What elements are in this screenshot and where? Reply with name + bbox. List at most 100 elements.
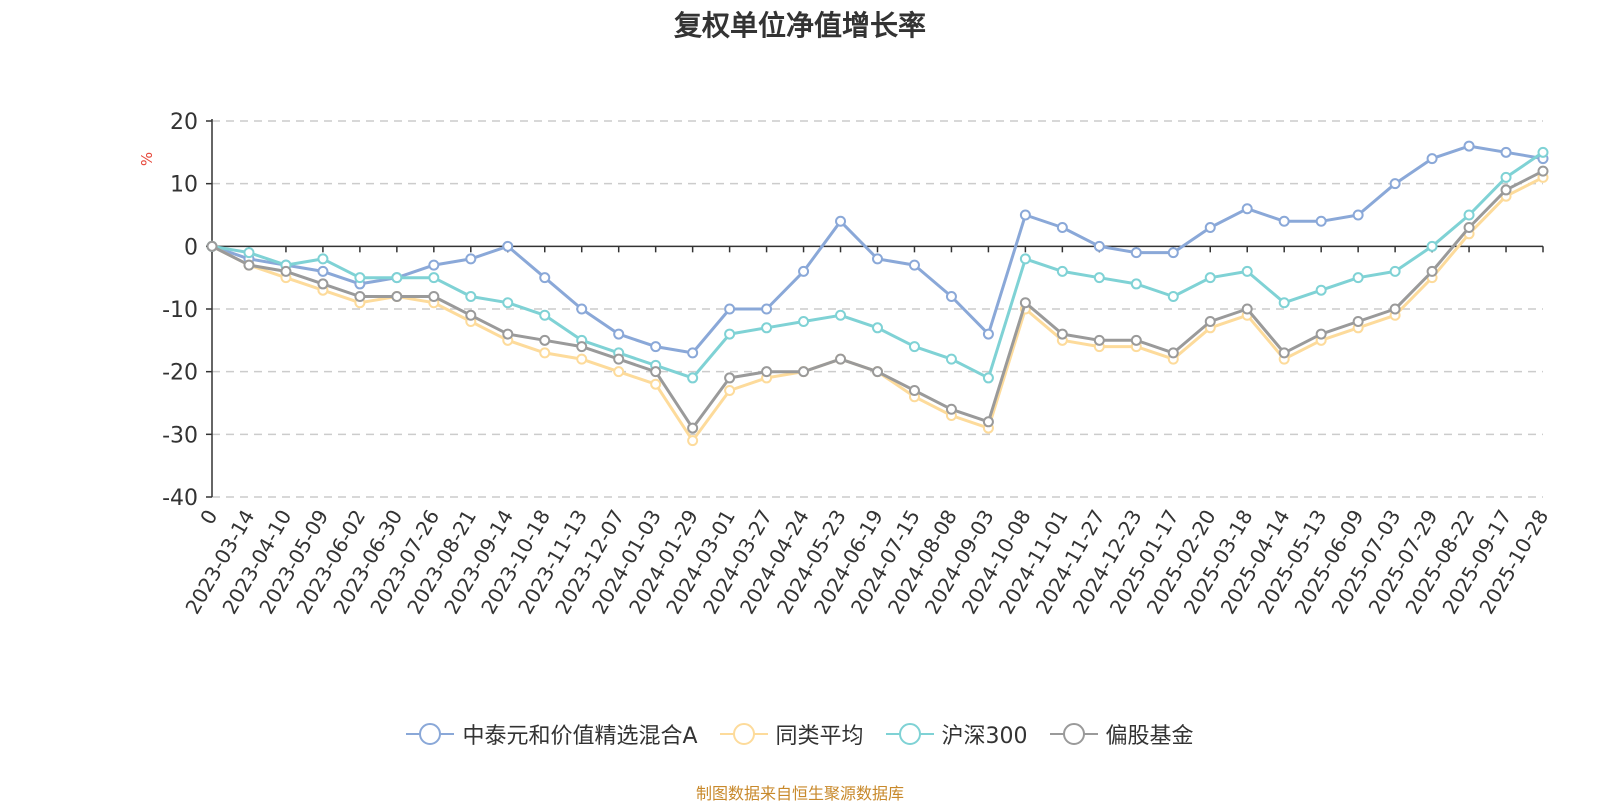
series-3-point-18 <box>872 366 883 378</box>
series-2-point-5 <box>391 272 403 284</box>
legend-item-1[interactable]: 同类平均 <box>719 718 864 750</box>
series-3-point-29 <box>1278 347 1290 359</box>
series-0-point-6 <box>428 259 440 271</box>
series-2-point-26 <box>1167 290 1179 302</box>
series-3-point-34 <box>1463 222 1475 234</box>
series-0-point-32 <box>1389 178 1401 190</box>
series-3-point-14 <box>724 372 736 384</box>
series-0-point-24 <box>1093 240 1105 252</box>
series-0-point-31 <box>1352 209 1364 221</box>
source-note: 制图数据来自恒生聚源数据库 <box>695 784 904 803</box>
series-3 <box>206 165 1549 434</box>
y-tick-label-0: -40 <box>162 486 198 511</box>
series-2-point-17 <box>835 309 847 321</box>
series-0-point-30 <box>1315 215 1327 227</box>
series-2-point-36 <box>1537 146 1549 158</box>
series-0-point-23 <box>1056 222 1068 234</box>
series-2-point-32 <box>1389 265 1401 277</box>
y-tick-label-1: -30 <box>162 423 198 448</box>
legend-item-2[interactable]: 沪深300 <box>885 718 1028 750</box>
series-3-point-12 <box>650 366 662 378</box>
series-2-point-20 <box>945 353 957 365</box>
legend-label: 中泰元和价值精选混合A <box>462 724 698 749</box>
series-2-point-27 <box>1204 272 1216 284</box>
series-1-point-12 <box>650 378 662 390</box>
series-0-point-26 <box>1167 247 1179 259</box>
legend-label: 同类平均 <box>775 724 864 749</box>
x-tick-label-0: 0 <box>195 506 222 529</box>
series-3-point-0 <box>206 240 218 252</box>
series-3-point-32 <box>1389 303 1401 315</box>
series-3-point-22 <box>1019 297 1031 309</box>
series-2-point-15 <box>761 322 773 334</box>
series-2-point-9 <box>539 309 551 321</box>
series-2-point-3 <box>317 253 329 265</box>
series-0-point-25 <box>1130 247 1142 259</box>
series-2-point-30 <box>1315 284 1327 296</box>
series-0-point-29 <box>1278 215 1290 227</box>
series-3-point-2 <box>280 265 292 277</box>
series-0-point-35 <box>1500 146 1512 158</box>
series-3-point-4 <box>354 290 366 302</box>
series-3-point-3 <box>317 278 329 290</box>
series-2-point-14 <box>724 328 736 340</box>
series-3-point-10 <box>576 341 588 353</box>
series-0-point-17 <box>835 215 847 227</box>
series-0-point-10 <box>576 303 588 315</box>
series-2-point-28 <box>1241 265 1253 277</box>
series-2-point-35 <box>1500 171 1512 183</box>
legend-symbol-icon <box>885 722 934 746</box>
series-0-point-3 <box>317 265 329 277</box>
legend-item-3[interactable]: 偏股基金 <box>1049 718 1194 750</box>
series-2-point-24 <box>1093 272 1105 284</box>
series-0-point-13 <box>687 347 699 359</box>
series-3-point-16 <box>798 366 810 378</box>
y-tick-label-5: 10 <box>170 173 198 198</box>
series-1-point-13 <box>687 435 699 447</box>
legend: 中泰元和价值精选混合A 同类平均 沪深300 偏股基金 <box>0 718 1600 750</box>
plot-area: -40-30-20-100102002023-03-142023-04-1020… <box>162 110 1553 618</box>
legend-symbol-icon <box>406 722 455 746</box>
series-3-point-15 <box>761 366 773 378</box>
series-2 <box>206 146 1549 384</box>
series-1-point-9 <box>539 347 551 359</box>
series-2-point-7 <box>465 290 477 302</box>
series-0-point-20 <box>945 290 957 302</box>
series-2-point-29 <box>1278 297 1290 309</box>
series-0-point-14 <box>724 303 736 315</box>
series-2-point-23 <box>1056 265 1068 277</box>
series-0-point-28 <box>1241 203 1253 215</box>
y-tick-label-3: -10 <box>162 298 198 323</box>
series-0-point-33 <box>1426 153 1438 165</box>
series-0-point-11 <box>613 328 625 340</box>
legend-item-0[interactable]: 中泰元和价值精选混合A <box>406 718 698 750</box>
grid-layer <box>212 120 1543 498</box>
series-3-point-11 <box>613 353 625 365</box>
series-0-point-34 <box>1463 140 1475 152</box>
series-3-point-17 <box>835 353 847 365</box>
y-tick-label-6: 20 <box>170 110 198 135</box>
series-3-point-28 <box>1241 303 1253 315</box>
series-3-point-7 <box>465 309 477 321</box>
series-3-point-30 <box>1315 328 1327 340</box>
series-3-point-19 <box>908 384 920 396</box>
series-2-point-19 <box>908 341 920 353</box>
series-line-2 <box>211 151 1544 380</box>
series-3-point-27 <box>1204 316 1216 328</box>
series-3-point-21 <box>982 416 994 428</box>
legend-symbol-icon <box>1049 722 1098 746</box>
series-0-point-21 <box>982 328 994 340</box>
series-2-point-18 <box>872 322 883 334</box>
series-3-point-24 <box>1093 334 1105 346</box>
series-3-point-13 <box>687 422 699 434</box>
series-3-point-36 <box>1537 165 1549 177</box>
series-3-point-35 <box>1500 184 1512 196</box>
y-tick-label-2: -20 <box>162 361 198 386</box>
series-2-point-34 <box>1463 209 1475 221</box>
series-2-point-4 <box>354 272 366 284</box>
series-0-point-9 <box>539 272 551 284</box>
legend-label: 偏股基金 <box>1105 724 1194 749</box>
series-0-point-18 <box>872 253 883 265</box>
series-1-point-14 <box>724 384 736 396</box>
series-2-point-25 <box>1130 278 1142 290</box>
